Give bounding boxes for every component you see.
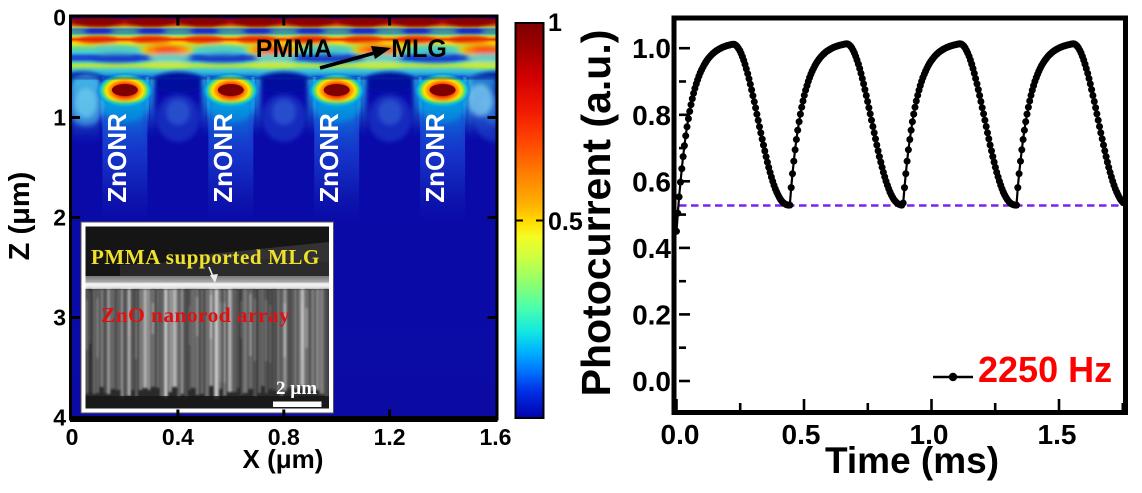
svg-text:Z (μm): Z (μm)	[4, 172, 36, 261]
svg-text:0.2: 0.2	[632, 299, 671, 330]
svg-text:3: 3	[53, 305, 66, 331]
svg-text:Photocurrent (a.u.): Photocurrent (a.u.)	[573, 30, 619, 397]
svg-text:ZnONR: ZnONR	[420, 113, 450, 203]
svg-text:1: 1	[548, 9, 562, 37]
svg-text:0.5: 0.5	[782, 419, 821, 450]
svg-text:0.5: 0.5	[548, 208, 583, 236]
svg-text:1.5: 1.5	[1038, 419, 1077, 450]
svg-text:0.0: 0.0	[632, 366, 671, 397]
svg-text:ZnONR: ZnONR	[314, 113, 344, 203]
svg-text:0.8: 0.8	[268, 424, 300, 450]
svg-text:0.6: 0.6	[632, 166, 671, 197]
svg-text:MLG: MLG	[391, 35, 447, 63]
svg-text:Time (ms): Time (ms)	[825, 440, 999, 481]
svg-text:2250 Hz: 2250 Hz	[978, 349, 1112, 390]
svg-text:2 µm: 2 µm	[276, 378, 317, 399]
svg-text:1.0: 1.0	[910, 419, 949, 450]
svg-text:1.6: 1.6	[480, 424, 512, 450]
svg-text:ZnONR: ZnONR	[208, 113, 238, 203]
svg-text:1: 1	[53, 105, 66, 131]
svg-text:0.8: 0.8	[632, 100, 671, 131]
svg-text:PMMA: PMMA	[256, 35, 332, 63]
svg-text:1.2: 1.2	[374, 424, 406, 450]
svg-text:ZnO nanorod array: ZnO nanorod array	[101, 303, 290, 327]
svg-text:1.0: 1.0	[632, 33, 671, 64]
svg-text:X (μm): X (μm)	[243, 444, 324, 474]
svg-text:2: 2	[53, 205, 66, 231]
svg-text:0: 0	[66, 424, 79, 450]
svg-text:0: 0	[53, 5, 66, 31]
svg-text:PMMA supported MLG: PMMA supported MLG	[91, 245, 320, 269]
svg-text:0.4: 0.4	[162, 424, 194, 450]
svg-text:4: 4	[53, 405, 66, 431]
svg-text:0.4: 0.4	[632, 233, 671, 264]
svg-text:0.0: 0.0	[661, 419, 700, 450]
svg-text:ZnONR: ZnONR	[102, 113, 132, 203]
